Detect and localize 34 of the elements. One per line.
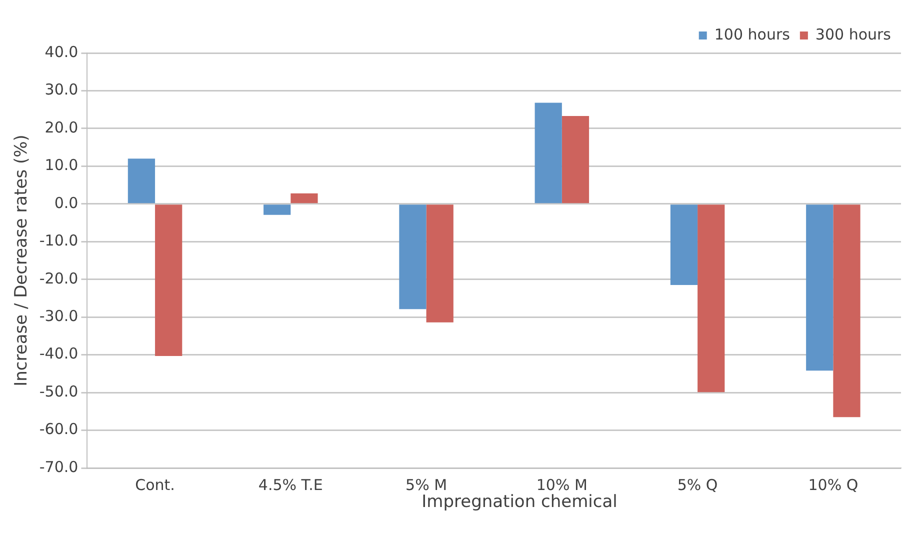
x-tick-label: 10% Q (808, 476, 858, 494)
bar (670, 204, 698, 286)
bar (698, 204, 725, 392)
y-tick-label: -60.0 (39, 420, 78, 438)
y-tick-label: 40.0 (44, 42, 78, 61)
y-tick-label: 30.0 (44, 80, 78, 99)
y-tick-label: -50.0 (39, 382, 78, 400)
bar (155, 204, 182, 356)
bar (290, 193, 318, 204)
y-tick-label: -40.0 (39, 344, 78, 363)
y-tick-label: -30.0 (39, 306, 78, 325)
bar (534, 102, 562, 204)
y-tick-label: -70.0 (39, 458, 78, 476)
y-tick-label: -10.0 (39, 232, 78, 250)
x-tick-label: Cont. (135, 476, 175, 494)
x-tick-label: 4.5% T.E (258, 476, 323, 494)
x-axis-title: Impregnation chemical (420, 492, 618, 512)
bar (426, 204, 454, 322)
x-tick-label: 5% M (406, 476, 448, 494)
bar (806, 204, 834, 371)
y-tick-label: 20.0 (44, 118, 78, 136)
bar (264, 204, 291, 215)
y-axis-title: Increase / Decrease rates (%) (12, 134, 32, 386)
bar (562, 116, 590, 204)
x-tick-label: 5% Q (677, 476, 718, 494)
y-tick-label: 0.0 (54, 194, 78, 212)
bar (128, 158, 156, 204)
legend-label: 300 hours (815, 25, 892, 44)
x-tick-label: 10% M (536, 476, 588, 494)
y-tick-label: 10.0 (44, 156, 78, 174)
y-tick-label: -20.0 (39, 269, 78, 288)
legend-label: 100 hours (714, 25, 790, 44)
bar (833, 204, 860, 418)
bar (399, 204, 426, 310)
